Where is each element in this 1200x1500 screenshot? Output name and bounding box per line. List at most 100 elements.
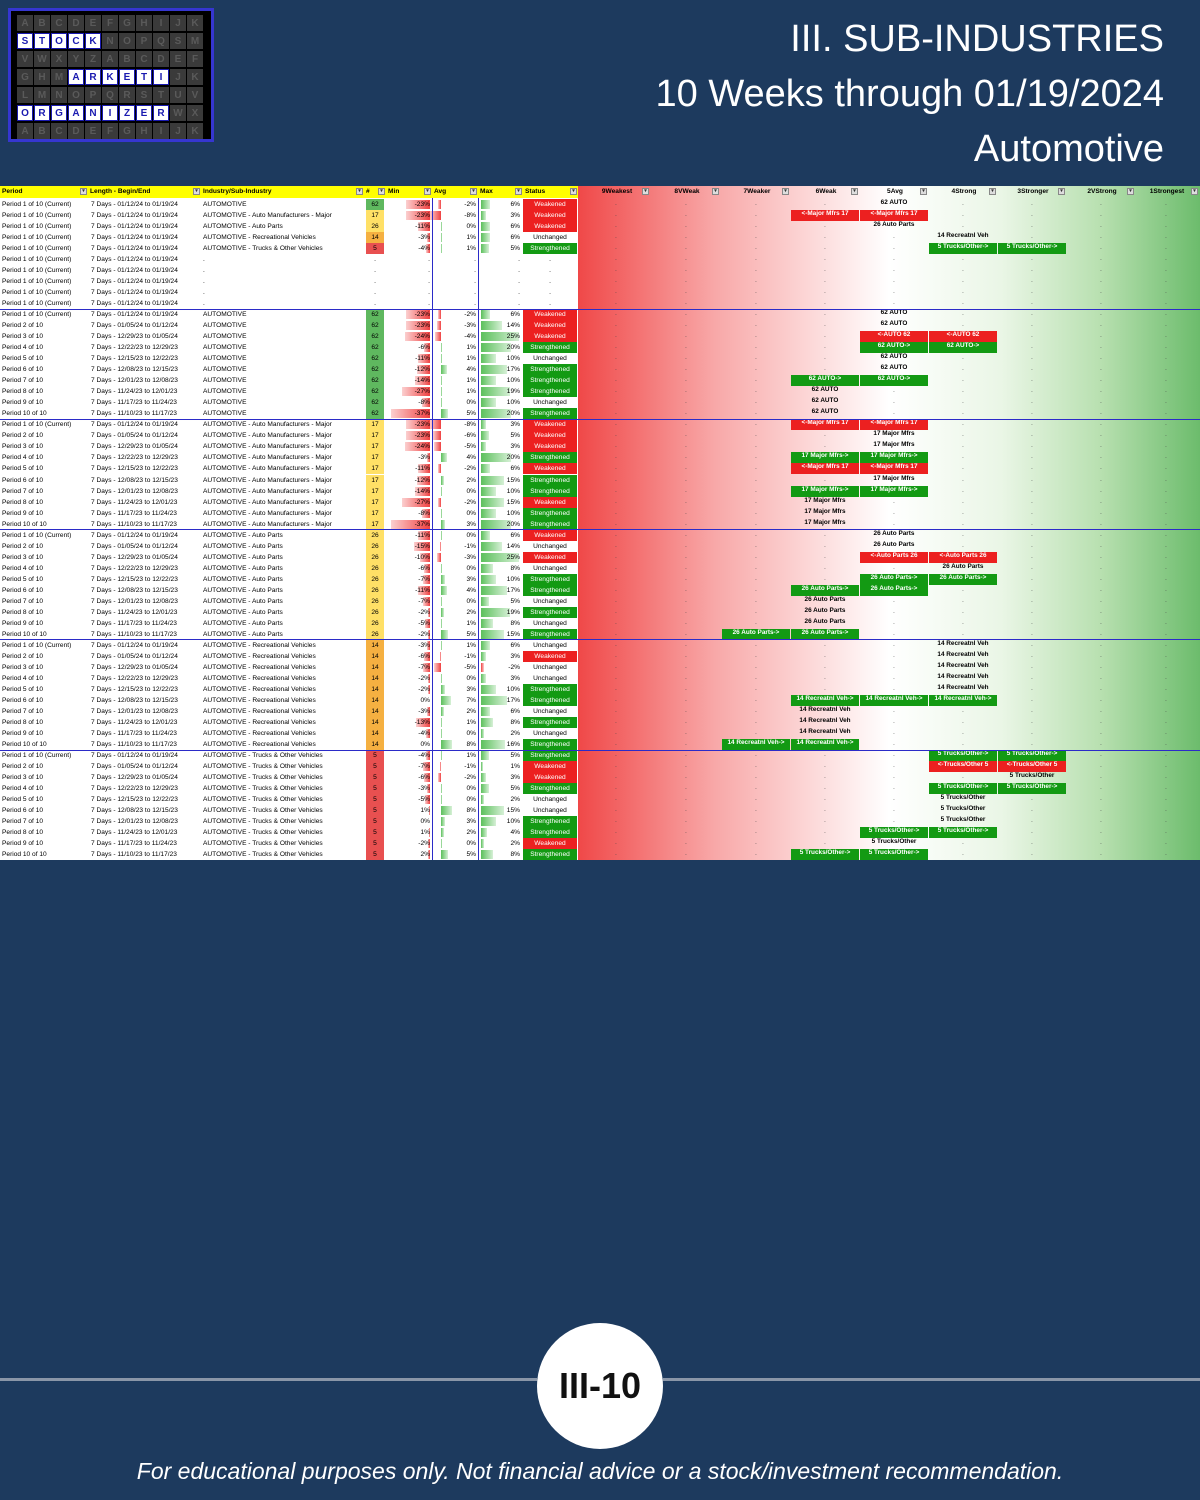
- length-cell: 7 Days - 01/12/24 to 01/19/24: [91, 752, 178, 759]
- table-row: Period 3 of 10 7 Days - 12/29/23 to 01/05…: [0, 331, 1200, 343]
- header-period-filter-icon[interactable]: ▾: [80, 188, 87, 195]
- min-cell: -15%: [414, 542, 430, 550]
- period-cell: Period 10 of 10: [2, 410, 47, 418]
- length-cell: 7 Days - 12/22/23 to 12/29/23: [91, 564, 178, 572]
- status-cell: Unchanged: [533, 355, 567, 363]
- period-cell: Period 6 of 10: [2, 696, 44, 704]
- header-strength-6[interactable]: 4Strong ▾: [929, 186, 997, 198]
- header-strength-filter-icon[interactable]: ▾: [920, 188, 927, 195]
- count-cell: 14: [366, 661, 384, 673]
- strength-empty-dot: .: [615, 763, 617, 770]
- strength-empty-dot: .: [1031, 840, 1033, 847]
- strength-empty-dot: .: [685, 752, 687, 758]
- header-length[interactable]: Length - Begin/End ▾: [88, 186, 201, 198]
- avg-bar: [441, 684, 446, 694]
- logo-letter-1-0: S: [17, 33, 33, 49]
- avg-cell: 8%: [466, 807, 476, 815]
- status-cell: Strengthened: [523, 816, 577, 828]
- strength-empty-dot: .: [1031, 829, 1033, 836]
- length-cell: 7 Days - 11/24/23 to 12/01/23: [91, 718, 178, 726]
- header-period[interactable]: Period ▾: [0, 186, 88, 198]
- period-cell: Period 3 of 10: [2, 553, 44, 561]
- min-cell: -2%: [418, 840, 430, 848]
- header-count[interactable]: # ▾: [364, 186, 386, 198]
- strength-empty-dot: .: [893, 718, 895, 725]
- strength-empty-dot: .: [685, 696, 687, 703]
- avg-cell: 3%: [466, 685, 476, 693]
- header-strength-8[interactable]: 2VStrong ▾: [1067, 186, 1135, 198]
- header-count-filter-icon[interactable]: ▾: [378, 188, 385, 195]
- logo-letter-2-8: D: [153, 51, 169, 67]
- length-cell: 7 Days - 11/17/23 to 11/24/23: [91, 729, 177, 737]
- header-strength-4[interactable]: 6Weak ▾: [791, 186, 859, 198]
- length-cell: 7 Days - 12/29/23 to 01/05/24: [91, 443, 178, 451]
- industry-cell: AUTOMOTIVE - Recreational Vehicles: [203, 696, 316, 704]
- strength-empty-dot: .: [1031, 487, 1033, 494]
- strength-empty-dot: .: [893, 245, 895, 252]
- header-strength-7[interactable]: 3Stronger ▾: [998, 186, 1066, 198]
- header-length-filter-icon[interactable]: ▾: [193, 188, 200, 195]
- header-max[interactable]: Max ▾: [478, 186, 523, 198]
- header-industry-filter-icon[interactable]: ▾: [356, 188, 363, 195]
- header-status-filter-icon[interactable]: ▾: [570, 188, 577, 195]
- strength-empty-dot: .: [615, 807, 617, 814]
- min-bar: [427, 850, 430, 860]
- header-min-filter-icon[interactable]: ▾: [424, 188, 431, 195]
- avg-bar: [441, 233, 443, 243]
- count-cell: .: [374, 267, 376, 275]
- header-avg-filter-icon[interactable]: ▾: [470, 188, 477, 195]
- strength-empty-dot: .: [1165, 608, 1167, 615]
- header-strength-5[interactable]: 5Avg ▾: [860, 186, 928, 198]
- header-strength-filter-icon[interactable]: ▾: [989, 188, 996, 195]
- strength-empty-dot: .: [1100, 443, 1102, 450]
- strength-empty-dot: .: [755, 564, 757, 571]
- strength-empty-dot: .: [1031, 729, 1033, 736]
- max-bar: [481, 640, 490, 650]
- period-cell: Period 2 of 10: [2, 763, 44, 771]
- header-strength-1[interactable]: 9Weakest ▾: [582, 186, 650, 198]
- industry-cell: AUTOMOTIVE - Auto Manufacturers - Major: [203, 443, 332, 451]
- table-row: Period 8 of 10 7 Days - 11/24/23 to 12/01…: [0, 386, 1200, 398]
- max-cell: -2%: [508, 663, 520, 671]
- header-strength-filter-icon[interactable]: ▾: [1191, 188, 1198, 195]
- strength-empty-dot: .: [962, 399, 964, 406]
- min-cell: -13%: [414, 718, 430, 726]
- header-strength-filter-icon[interactable]: ▾: [642, 188, 649, 195]
- strength-empty-dot: .: [685, 355, 687, 362]
- header-max-filter-icon[interactable]: ▾: [515, 188, 522, 195]
- strength-empty-dot: .: [1100, 630, 1102, 637]
- header-avg[interactable]: Avg ▾: [432, 186, 478, 198]
- header-industry[interactable]: Industry/Sub-Industry ▾: [201, 186, 364, 198]
- logo-letter-0-9: J: [170, 15, 186, 31]
- table-row: Period 6 of 10 7 Days - 12/08/23 to 12/15…: [0, 364, 1200, 376]
- header-strength-2[interactable]: 8VWeak ▾: [652, 186, 720, 198]
- header-status[interactable]: Status ▾: [523, 186, 578, 198]
- header-strength-filter-icon[interactable]: ▾: [1058, 188, 1065, 195]
- status-cell: Weakened: [523, 210, 577, 222]
- header-strength-filter-icon[interactable]: ▾: [712, 188, 719, 195]
- header-strength-filter-icon[interactable]: ▾: [1127, 188, 1134, 195]
- strength-empty-dot: .: [615, 630, 617, 637]
- header-strength-9[interactable]: 1Strongest ▾: [1133, 186, 1199, 198]
- avg-bar: [434, 442, 441, 452]
- count-cell: .: [374, 300, 376, 308]
- length-cell: 7 Days - 11/17/23 to 11/24/23: [91, 619, 177, 627]
- strength-empty-dot: .: [685, 685, 687, 692]
- count-cell: 26: [366, 595, 384, 607]
- header-strength-filter-icon[interactable]: ▾: [782, 188, 789, 195]
- header-min[interactable]: Min ▾: [386, 186, 432, 198]
- header-strength-filter-icon[interactable]: ▾: [851, 188, 858, 195]
- strength-empty-dot: .: [1165, 289, 1167, 296]
- max-cell: .: [518, 278, 520, 286]
- strength-empty-dot: .: [755, 410, 757, 417]
- strength-empty-dot: .: [615, 575, 617, 582]
- avg-bar: [441, 728, 442, 738]
- min-bar: [426, 453, 430, 463]
- strength-empty-dot: .: [1100, 564, 1102, 571]
- table-row: Period 1 of 10 (Current) 7 Days - 01/12/2…: [0, 199, 1200, 210]
- strength-empty-dot: .: [1100, 212, 1102, 219]
- logo-letter-2-5: A: [102, 51, 118, 67]
- header-strength-3[interactable]: 7Weaker ▾: [722, 186, 790, 198]
- strength-empty-dot: .: [755, 487, 757, 494]
